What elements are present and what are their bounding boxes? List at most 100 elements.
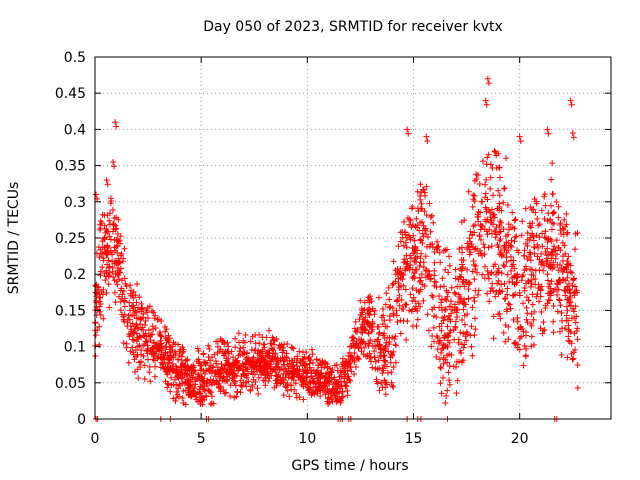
data-point <box>338 373 345 380</box>
data-point <box>510 316 517 323</box>
data-point <box>366 312 373 319</box>
data-point <box>550 259 557 266</box>
data-point <box>497 235 504 242</box>
data-point <box>216 377 223 384</box>
data-point <box>477 247 484 254</box>
data-point <box>437 337 444 344</box>
data-point <box>441 306 448 313</box>
y-tick-label: 0.35 <box>55 159 86 175</box>
data-point <box>422 267 429 274</box>
data-point <box>101 212 108 219</box>
data-point <box>107 236 114 243</box>
data-point <box>571 275 578 282</box>
data-point <box>527 257 534 264</box>
data-point <box>265 370 272 377</box>
data-point <box>496 310 503 317</box>
data-point <box>265 353 272 360</box>
data-point <box>511 225 518 232</box>
data-point <box>380 353 387 360</box>
data-point <box>509 209 516 216</box>
data-point <box>136 342 143 349</box>
data-point <box>520 362 527 369</box>
data-point <box>510 292 517 299</box>
data-point <box>552 247 559 254</box>
data-point <box>466 235 473 242</box>
data-point <box>483 161 490 168</box>
data-point <box>266 327 273 334</box>
data-point <box>323 370 330 377</box>
data-point <box>300 356 307 363</box>
data-point <box>371 348 378 355</box>
data-point <box>414 188 421 195</box>
data-point <box>326 372 333 379</box>
data-point <box>417 303 424 310</box>
data-point <box>351 371 358 378</box>
data-point <box>433 279 440 286</box>
data-point <box>477 222 484 229</box>
data-point <box>567 268 574 275</box>
data-point <box>299 374 306 381</box>
data-point <box>491 147 498 154</box>
data-point <box>413 266 420 273</box>
data-point <box>250 354 257 361</box>
data-point <box>97 272 104 279</box>
data-point <box>225 343 232 350</box>
data-point <box>505 336 512 343</box>
data-point <box>280 358 287 365</box>
data-point <box>401 219 408 226</box>
data-point <box>304 384 311 391</box>
data-point <box>564 307 571 314</box>
data-point <box>352 318 359 325</box>
data-point <box>112 247 119 254</box>
data-point <box>352 340 359 347</box>
data-point <box>542 228 549 235</box>
data-point <box>501 280 508 287</box>
data-point <box>547 292 554 299</box>
data-point <box>570 355 577 362</box>
data-point <box>461 296 468 303</box>
data-point <box>224 369 231 376</box>
data-point <box>402 239 409 246</box>
data-point <box>358 336 365 343</box>
data-point <box>167 388 174 395</box>
data-point <box>301 361 308 368</box>
data-point <box>547 202 554 209</box>
data-point <box>548 278 555 285</box>
data-point <box>259 350 266 357</box>
data-point <box>525 297 532 304</box>
data-point <box>112 119 119 126</box>
data-point <box>470 196 477 203</box>
data-point <box>411 275 418 282</box>
data-point <box>420 297 427 304</box>
data-point <box>512 234 519 241</box>
data-point <box>161 354 168 361</box>
data-point <box>126 299 133 306</box>
data-point <box>375 357 382 364</box>
y-tick-label: 0.2 <box>64 267 86 283</box>
data-point <box>531 195 538 202</box>
data-point <box>154 355 161 362</box>
data-point <box>535 285 542 292</box>
data-point <box>457 265 464 272</box>
data-point <box>417 236 424 243</box>
data-point <box>501 263 508 270</box>
data-point <box>133 321 140 328</box>
data-point <box>252 379 259 386</box>
data-point <box>452 266 459 273</box>
data-point <box>539 230 546 237</box>
data-point <box>511 217 518 224</box>
data-point <box>516 289 523 296</box>
data-point <box>286 393 293 400</box>
data-point <box>483 208 490 215</box>
data-point <box>511 281 518 288</box>
data-point <box>382 358 389 365</box>
data-point <box>397 274 404 281</box>
data-point <box>544 271 551 278</box>
data-point <box>461 321 468 328</box>
data-point <box>428 212 435 219</box>
data-point <box>518 333 525 340</box>
data-point <box>252 359 259 366</box>
data-point <box>501 246 508 253</box>
data-point <box>532 267 539 274</box>
data-point <box>400 272 407 279</box>
